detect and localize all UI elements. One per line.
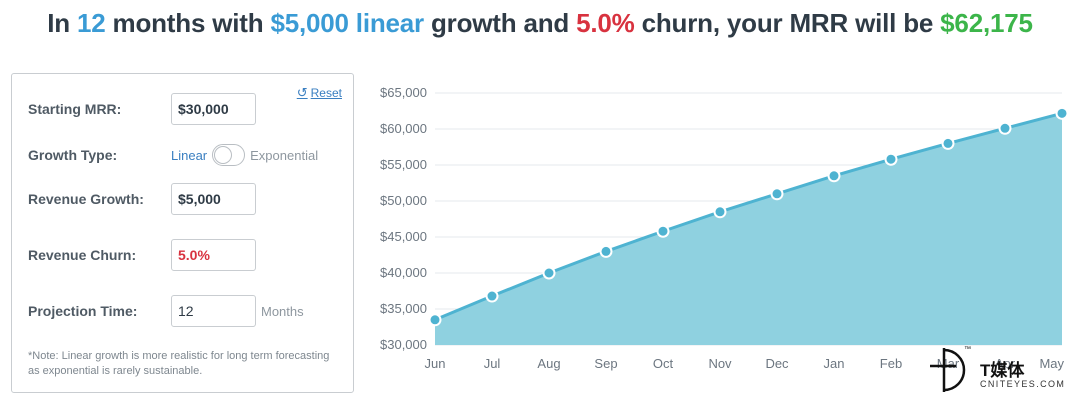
headline-months: 12 [76, 8, 106, 38]
data-point [884, 152, 898, 166]
headline-mid1: months with [105, 8, 271, 38]
data-point [656, 224, 670, 238]
growth-type-toggle-group: Linear Exponential [171, 144, 318, 166]
starting-mrr-input[interactable] [171, 93, 256, 125]
data-point [485, 289, 499, 303]
x-tick-label: Aug [537, 356, 560, 371]
data-point [599, 244, 613, 258]
data-point [428, 313, 442, 327]
revenue-growth-row: Revenue Growth: [28, 183, 343, 215]
projection-time-label: Projection Time: [28, 303, 138, 319]
growth-type-row: Growth Type: Linear Exponential [28, 144, 343, 166]
x-tick-label: Oct [653, 356, 674, 371]
headline-mid2: growth and [423, 8, 577, 38]
logo-text-en: CNITEYES.COM [980, 379, 1066, 389]
projection-time-unit: Months [261, 303, 304, 319]
starting-mrr-row: Starting MRR: [28, 93, 343, 125]
note-text: *Note: Linear growth is more realistic f… [28, 350, 330, 377]
data-point [998, 121, 1012, 135]
revenue-growth-label: Revenue Growth: [28, 191, 144, 207]
growth-option-linear[interactable]: Linear [171, 147, 208, 163]
y-tick-label: $40,000 [380, 265, 427, 280]
projection-time-input[interactable] [171, 295, 256, 327]
watermark-mark-icon [930, 348, 966, 392]
data-point [713, 205, 727, 219]
mrr-line [434, 111, 1063, 322]
y-tick-label: $35,000 [380, 301, 427, 316]
headline-churn: 5.0% [576, 8, 635, 38]
toggle-knob [214, 146, 233, 164]
reset-button[interactable]: ↺ Reset [297, 85, 342, 101]
x-tick-label: Sep [594, 356, 617, 371]
x-tick-label: May [1039, 356, 1064, 371]
data-point [770, 187, 784, 201]
y-tick-label: $55,000 [380, 157, 427, 172]
y-tick-label: $60,000 [380, 121, 427, 136]
data-point [827, 169, 841, 183]
logo-text-cn: T媒体 [980, 361, 1025, 380]
data-point [1055, 106, 1069, 120]
x-tick-label: Jan [824, 356, 845, 371]
x-tick-label: Jul [484, 356, 501, 371]
reset-label: Reset [310, 86, 342, 100]
headline-growth: $5,000 linear [270, 8, 424, 38]
revenue-churn-row: Revenue Churn: [28, 239, 343, 271]
x-tick-label: Feb [880, 356, 902, 371]
reset-icon: ↺ [296, 85, 308, 100]
mrr-chart: $30,000 $35,000 $40,000 $45,000 $50,000 $55,0… [380, 85, 1069, 371]
y-tick-label: $50,000 [380, 193, 427, 208]
x-tick-label: Dec [765, 356, 789, 371]
growth-type-label: Growth Type: [28, 147, 118, 163]
x-tick-label: Nov [708, 356, 732, 371]
revenue-churn-label: Revenue Churn: [28, 247, 137, 263]
calculator-panel: ↺ Reset Starting MRR: Growth Type: Linea… [11, 73, 354, 393]
projection-time-row: Projection Time: Months [28, 295, 343, 327]
headline: In 12 months with $5,000 linear growth a… [0, 8, 1080, 39]
watermark-logo: ™ T媒体 CNITEYES.COM [928, 346, 1078, 400]
y-tick-label: $30,000 [380, 337, 427, 352]
x-tick-label: Apr [995, 356, 1016, 371]
revenue-churn-input[interactable] [171, 239, 256, 271]
data-point [542, 266, 556, 280]
growth-type-toggle[interactable] [212, 144, 246, 166]
y-tick-label: $65,000 [380, 85, 427, 100]
revenue-growth-input[interactable] [171, 183, 256, 215]
logo-tm: ™ [964, 346, 971, 353]
x-tick-label: Jun [425, 356, 446, 371]
y-tick-label: $45,000 [380, 229, 427, 244]
mrr-area [435, 113, 1062, 345]
headline-prefix: In [47, 8, 77, 38]
headline-result: $62,175 [940, 8, 1033, 38]
headline-mid3: churn, your MRR will be [634, 8, 941, 38]
starting-mrr-label: Starting MRR: [28, 101, 122, 117]
growth-option-exponential[interactable]: Exponential [250, 147, 319, 163]
data-point [941, 136, 955, 150]
